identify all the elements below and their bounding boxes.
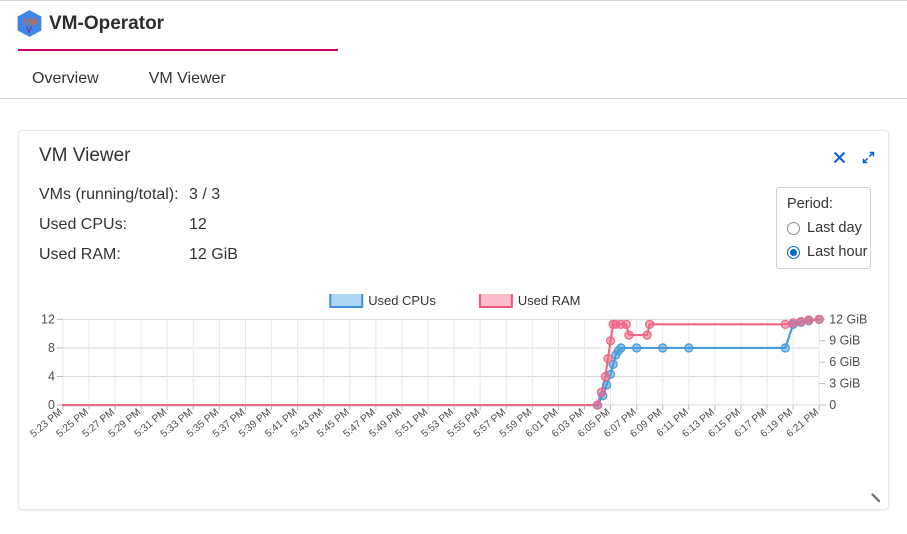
svg-text:Used RAM: Used RAM: [518, 294, 581, 308]
svg-text:4: 4: [48, 369, 55, 383]
svg-text:3 GiB: 3 GiB: [829, 377, 860, 391]
svg-text:M: M: [30, 17, 38, 27]
svg-text:12: 12: [41, 312, 55, 326]
svg-text:8: 8: [48, 341, 55, 355]
svg-text:6 GiB: 6 GiB: [829, 355, 860, 369]
svg-text:Used CPUs: Used CPUs: [368, 294, 436, 308]
svg-text:0: 0: [829, 398, 836, 412]
svg-text:9 GiB: 9 GiB: [829, 334, 860, 348]
svg-text:12 GiB: 12 GiB: [829, 312, 867, 326]
